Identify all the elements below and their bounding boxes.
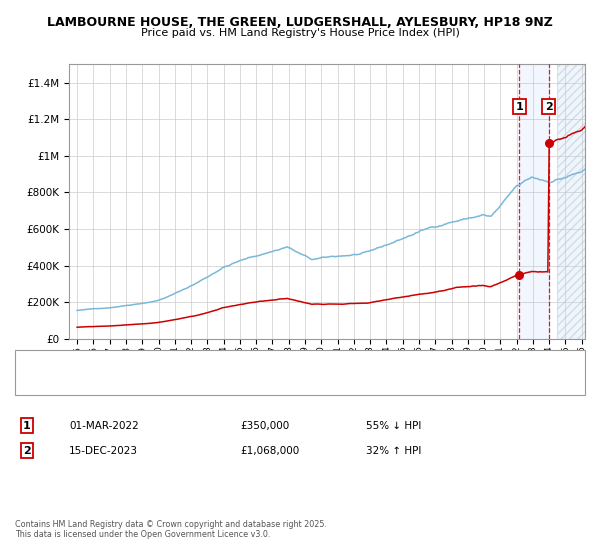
Bar: [520, 64, 548, 339]
Text: LAMBOURNE HOUSE, THE GREEN, LUDGERSHALL, AYLESBURY, HP18 9NZ: LAMBOURNE HOUSE, THE GREEN, LUDGERSHALL,…: [47, 16, 553, 29]
Text: 32% ↑ HPI: 32% ↑ HPI: [366, 446, 421, 456]
Text: £1,068,000: £1,068,000: [240, 446, 299, 456]
Text: 01-MAR-2022: 01-MAR-2022: [69, 421, 139, 431]
Bar: [557, 64, 600, 339]
Text: 15-DEC-2023: 15-DEC-2023: [69, 446, 138, 456]
Text: 1: 1: [515, 102, 523, 112]
Text: HPI: Average price, detached house, Buckinghamshire: HPI: Average price, detached house, Buck…: [75, 376, 321, 385]
Text: £350,000: £350,000: [240, 421, 289, 431]
Text: 2: 2: [23, 446, 31, 456]
Text: 2: 2: [545, 102, 553, 112]
Text: Contains HM Land Registry data © Crown copyright and database right 2025.
This d: Contains HM Land Registry data © Crown c…: [15, 520, 327, 539]
Text: Price paid vs. HM Land Registry's House Price Index (HPI): Price paid vs. HM Land Registry's House …: [140, 28, 460, 38]
Bar: [557, 64, 600, 339]
Bar: [557, 64, 600, 339]
Text: 1: 1: [23, 421, 31, 431]
Text: LAMBOURNE HOUSE, THE GREEN, LUDGERSHALL, AYLESBURY, HP18 9NZ (detached house): LAMBOURNE HOUSE, THE GREEN, LUDGERSHALL,…: [75, 357, 485, 366]
Text: 55% ↓ HPI: 55% ↓ HPI: [366, 421, 421, 431]
